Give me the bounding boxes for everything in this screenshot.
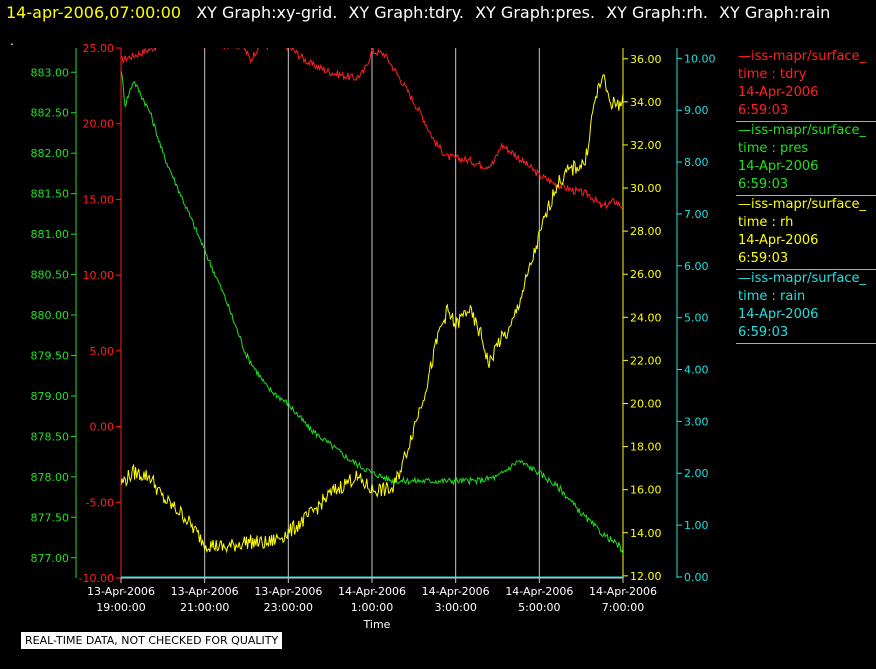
y-tick-label-tdry: 5.00 [90, 345, 115, 358]
y-tick-label-pres: 883.00 [31, 66, 70, 79]
x-tick-time: 7:00:00 [602, 601, 644, 614]
y-tick-label-rh: 16.00 [630, 484, 662, 497]
x-tick-time: 3:00:00 [434, 601, 476, 614]
y-tick-label-pres: 881.50 [31, 188, 70, 201]
y-tick-label-rh: 32.00 [630, 139, 662, 152]
header-title-pres: XY Graph:pres. [475, 3, 596, 22]
y-tick-label-tdry: 0.00 [90, 421, 115, 434]
header-title-rh: XY Graph:rh. [606, 3, 708, 22]
y-tick-label-rh: 30.00 [630, 182, 662, 195]
y-tick-label-rh: 12.00 [630, 570, 662, 583]
x-axis-label: Time [363, 618, 391, 631]
x-tick-time: 5:00:00 [518, 601, 560, 614]
legend-line-label: —iss-mapr/surface_ [738, 49, 867, 64]
y-tick-label-pres: 881.00 [31, 228, 70, 241]
y-tick-label-rain: 1.00 [684, 519, 709, 532]
y-tick-label-tdry: -5.00 [86, 496, 114, 509]
y-tick-label-pres: 879.00 [31, 390, 70, 403]
legend-var: time : rh [738, 215, 794, 230]
y-tick-label-tdry: 10.00 [83, 269, 115, 282]
legend-time: 6:59:03 [738, 251, 789, 266]
y-tick-label-rain: 5.00 [684, 312, 709, 325]
header-title-tdry: XY Graph:tdry. [348, 3, 464, 22]
quality-disclaimer: REAL-TIME DATA, NOT CHECKED FOR QUALITY [20, 631, 284, 650]
legend-entry-rh[interactable]: —iss-mapr/surface_ time : rh 14-Apr-2006… [736, 196, 876, 270]
y-tick-label-pres: 877.50 [31, 511, 70, 524]
legend-date: 14-Apr-2006 [738, 85, 819, 100]
y-tick-label-rh: 34.00 [630, 96, 662, 109]
legend-date: 14-Apr-2006 [738, 233, 819, 248]
legend-entry-pres[interactable]: —iss-mapr/surface_ time : pres 14-Apr-20… [736, 122, 876, 196]
y-tick-label-rh: 20.00 [630, 397, 662, 410]
series-line-tdry [121, 48, 623, 210]
legend-date: 14-Apr-2006 [738, 307, 819, 322]
y-tick-label-tdry: 15.00 [83, 193, 115, 206]
x-tick-date: 13-Apr-2006 [87, 585, 155, 598]
y-tick-label-pres: 880.00 [31, 309, 70, 322]
y-tick-label-tdry: -10.00 [79, 572, 114, 585]
header-title-bar: 14-apr-2006,07:00:00 XY Graph:xy-grid. X… [6, 3, 830, 22]
y-tick-label-pres: 878.50 [31, 430, 70, 443]
legend-line-label: —iss-mapr/surface_ [738, 123, 867, 138]
header-dot: . [10, 34, 14, 48]
legend-line-label: —iss-mapr/surface_ [738, 197, 867, 212]
series-line-rh [121, 74, 623, 554]
x-tick-time: 19:00:00 [96, 601, 145, 614]
legend-var: time : rain [738, 289, 806, 304]
y-tick-label-pres: 879.50 [31, 349, 70, 362]
y-tick-label-rh: 14.00 [630, 527, 662, 540]
x-tick-date: 13-Apr-2006 [171, 585, 239, 598]
legend-time: 6:59:03 [738, 325, 789, 340]
legend-time: 6:59:03 [738, 103, 789, 118]
legend-var: time : tdry [738, 67, 807, 82]
legend-line-label: —iss-mapr/surface_ [738, 271, 867, 286]
header-title-rain: XY Graph:rain [719, 3, 831, 22]
x-tick-time: 1:00:00 [351, 601, 393, 614]
x-tick-date: 14-Apr-2006 [589, 585, 657, 598]
x-tick-date: 13-Apr-2006 [254, 585, 322, 598]
y-tick-label-rain: 8.00 [684, 156, 709, 169]
y-tick-label-pres: 882.00 [31, 147, 70, 160]
y-tick-label-rain: 6.00 [684, 260, 709, 273]
legend-entry-tdry[interactable]: —iss-mapr/surface_ time : tdry 14-Apr-20… [736, 48, 876, 122]
y-tick-label-pres: 877.00 [31, 552, 70, 565]
y-tick-label-rain: 3.00 [684, 415, 709, 428]
y-tick-label-rh: 36.00 [630, 53, 662, 66]
legend-entry-rain[interactable]: —iss-mapr/surface_ time : rain 14-Apr-20… [736, 270, 876, 344]
y-tick-label-rh: 28.00 [630, 225, 662, 238]
y-tick-label-pres: 882.50 [31, 107, 70, 120]
header-timestamp: 14-apr-2006,07:00:00 [6, 3, 182, 22]
legend-var: time : pres [738, 141, 809, 156]
y-tick-label-pres: 878.00 [31, 471, 70, 484]
x-tick-date: 14-Apr-2006 [422, 585, 490, 598]
y-tick-label-rain: 0.00 [684, 571, 709, 584]
y-tick-label-tdry: 20.00 [83, 118, 115, 131]
x-tick-time: 23:00:00 [264, 601, 313, 614]
legend-date: 14-Apr-2006 [738, 159, 819, 174]
y-tick-label-rain: 2.00 [684, 467, 709, 480]
y-tick-label-rain: 10.00 [684, 52, 716, 65]
y-tick-label-rh: 22.00 [630, 354, 662, 367]
x-tick-date: 14-Apr-2006 [338, 585, 406, 598]
header-title-xy-grid: XY Graph:xy-grid. [196, 3, 338, 22]
y-tick-label-rh: 24.00 [630, 311, 662, 324]
x-tick-date: 14-Apr-2006 [505, 585, 573, 598]
legend-time: 6:59:03 [738, 177, 789, 192]
y-tick-label-rh: 18.00 [630, 441, 662, 454]
y-tick-label-rain: 4.00 [684, 364, 709, 377]
y-tick-label-rain: 9.00 [684, 104, 709, 117]
series-line-pres [121, 70, 623, 554]
legend: —iss-mapr/surface_ time : tdry 14-Apr-20… [736, 48, 876, 344]
y-tick-label-rh: 26.00 [630, 268, 662, 281]
x-tick-time: 21:00:00 [180, 601, 229, 614]
y-tick-label-pres: 880.50 [31, 269, 70, 282]
y-tick-label-rain: 7.00 [684, 208, 709, 221]
y-tick-label-tdry: 25.00 [83, 42, 115, 55]
